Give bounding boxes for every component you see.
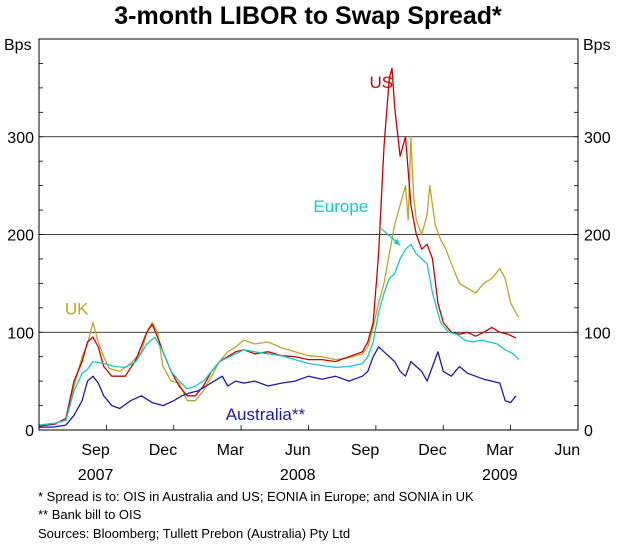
x-year-label: 2007 <box>78 467 114 484</box>
series-label-uk: UK <box>65 300 89 319</box>
y-tick-label-right: 0 <box>584 423 593 440</box>
series-line-us <box>38 67 517 427</box>
y-unit-right: Bps <box>583 37 611 54</box>
x-year-label: 2009 <box>482 467 518 484</box>
x-tick-label: Mar <box>217 442 245 459</box>
series-line-uk <box>38 136 520 426</box>
chart-title: 3-month LIBOR to Swap Spread* <box>114 2 502 30</box>
footnote-1: * Spread is to: OIS in Australia and US;… <box>38 489 474 504</box>
x-tick-label: Sep <box>81 442 110 459</box>
x-tick-label: Sep <box>351 442 380 459</box>
x-tick-label: Dec <box>418 442 446 459</box>
axis-ticks: 0 0 100 100 200 200 300 300 Sep Dec Mar Jun Sep Dec Ma… <box>7 38 611 484</box>
plot-frame <box>38 38 579 431</box>
y-tick-label-right: 100 <box>584 325 611 342</box>
y-tick-label-left: 100 <box>7 325 34 342</box>
series-line-europe <box>38 243 520 426</box>
series-line-australia <box>39 346 517 428</box>
y-tick-label-left: 0 <box>25 423 34 440</box>
europe-arrow-head <box>393 238 401 246</box>
footnote-3: Sources: Bloomberg; Tullett Prebon (Aust… <box>38 526 350 541</box>
x-year-label: 2008 <box>280 467 316 484</box>
y-tick-label-left: 300 <box>7 130 34 147</box>
series-group <box>38 67 520 428</box>
footnotes: * Spread is to: OIS in Australia and US;… <box>38 489 474 541</box>
y-tick-label-right: 300 <box>584 130 611 147</box>
x-tick-label: Jun <box>285 442 311 459</box>
x-tick-label: Mar <box>486 442 514 459</box>
x-tick-label: Dec <box>149 442 177 459</box>
series-label-australia: Australia** <box>226 405 306 424</box>
footnote-2: ** Bank bill to OIS <box>38 507 142 522</box>
series-labels: US Europe UK Australia** <box>65 73 401 424</box>
x-tick-label: Jun <box>554 442 580 459</box>
y-unit-left: Bps <box>4 37 32 54</box>
series-label-europe: Europe <box>313 197 368 216</box>
grid <box>39 136 578 333</box>
y-tick-label-left: 200 <box>7 228 34 245</box>
y-tick-label-right: 200 <box>584 228 611 245</box>
series-label-us: US <box>369 73 393 92</box>
